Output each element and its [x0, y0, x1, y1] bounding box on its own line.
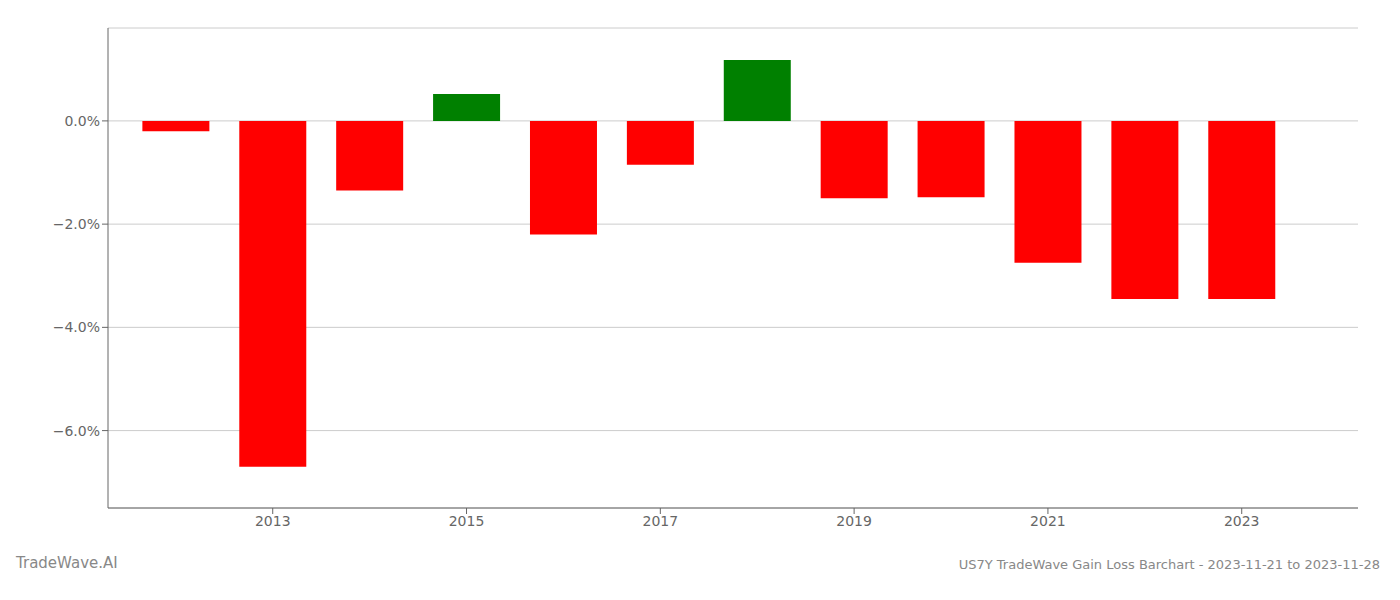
html-text:TradeWave.AI: TradeWave.AI	[16, 554, 118, 572]
svg-text:2021: 2021	[1030, 513, 1066, 529]
svg-text:2023: 2023	[1224, 513, 1260, 529]
svg-text:−2.0%: −2.0%	[53, 216, 100, 232]
svg-text:−4.0%: −4.0%	[53, 319, 100, 335]
html-text:US7Y TradeWave Gain Loss Barch: US7Y TradeWave Gain Loss Barchart - 2023…	[958, 557, 1380, 572]
svg-text:2015: 2015	[449, 513, 485, 529]
svg-text:2019: 2019	[836, 513, 872, 529]
svg-text:0.0%: 0.0%	[64, 113, 100, 129]
svg-text:−6.0%: −6.0%	[53, 423, 100, 439]
svg-text:2013: 2013	[255, 513, 291, 529]
svg-text:2017: 2017	[643, 513, 679, 529]
